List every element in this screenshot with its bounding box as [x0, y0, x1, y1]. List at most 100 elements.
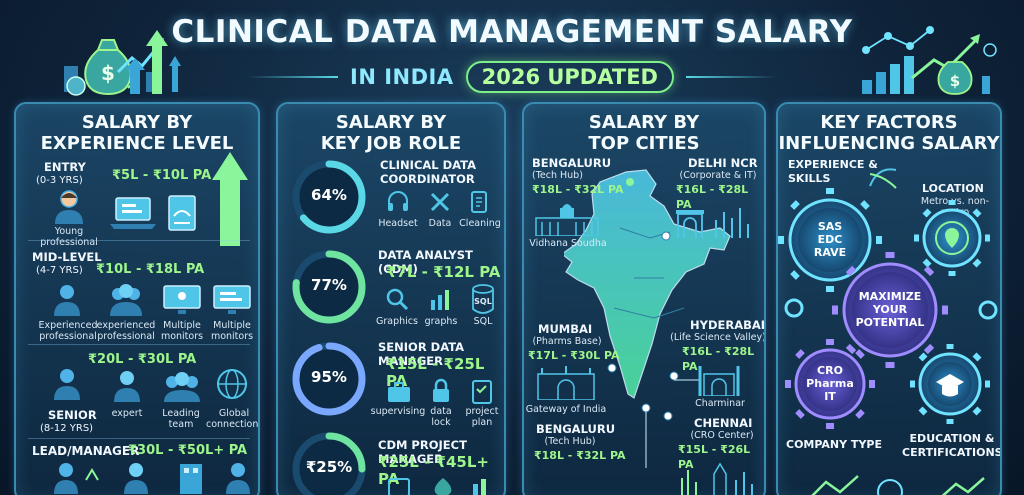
senior-years: (8-12 YRS): [40, 423, 94, 434]
role-icon-caption: supervising: [370, 406, 426, 417]
gateway-of-india-icon: [537, 366, 595, 400]
svg-text:$: $: [101, 61, 115, 85]
expert-icon: [114, 371, 140, 402]
role-progress-ring: [292, 432, 366, 495]
vidhana-soudha-icon: [535, 204, 599, 236]
role-percent: 64%: [311, 186, 347, 204]
role-icon-caption: graphs: [424, 316, 458, 327]
charminar-icon: [698, 366, 740, 396]
city-tag-mumbai: (Pharms Base): [532, 336, 602, 347]
panel-experience: SALARY BY EXPERIENCE LEVEL ENTRY (0-3 YR…: [14, 102, 260, 495]
role-salary: ₹15L - ₹25L PA: [386, 355, 485, 390]
city-name-bengaluru-2: BENGALURU: [536, 422, 616, 436]
city-name-chennai: CHENNAI: [694, 416, 753, 430]
role-name: CDM PROJECT MANAGER: [378, 438, 467, 466]
mid-label: MID-LEVEL: [32, 250, 102, 264]
city-tag-delhi: (Corporate & IT): [679, 170, 757, 181]
panel-cities: SALARY BY TOP CITIES BENGALURU (Tech Hub…: [522, 102, 766, 495]
header: $ CLINICAL DATA MANAGEMENT SALARY IN IND…: [0, 0, 1024, 100]
clipboard-icon: [472, 380, 492, 404]
monitor-icon: [163, 285, 201, 314]
role-icon-caption: Graphics: [376, 316, 418, 327]
network-chart-icon: $: [862, 26, 997, 95]
city-tag-hyderabad: (Life Science Valley): [670, 332, 766, 343]
globe-icon: [217, 369, 247, 399]
role-name: DATA ANALYST (CDM): [378, 248, 473, 276]
svg-text:$: $: [950, 72, 960, 90]
subtitle-location: IN INDIA: [350, 65, 454, 89]
cleaning-icon: [471, 191, 487, 213]
india-map: [564, 169, 731, 468]
factor-experience: EXPERIENCE & SKILLS: [788, 158, 878, 185]
bar-chart-icon: [431, 290, 449, 310]
entry-years: (0-3 YRS): [36, 175, 83, 186]
center-gear-text: MAXIMIZE YOUR POTENTIAL: [855, 290, 925, 329]
divider: [685, 76, 776, 78]
entry-salary: ₹5L - ₹10L PA: [112, 168, 212, 183]
city-name-hyderabad: HYDERABAD: [690, 318, 766, 332]
senior-salary: ₹20L - ₹30L PA: [88, 352, 197, 367]
entry-label: ENTRY: [44, 160, 86, 174]
gear-icon: [778, 188, 998, 495]
senior-caption-1: expert: [111, 408, 143, 419]
sql-text: SQL: [474, 297, 492, 306]
role-icon-caption: Cleaning: [459, 218, 501, 229]
database-icon: [472, 284, 494, 314]
senior-caption-3: Global connections: [206, 408, 260, 430]
team-icon: [110, 284, 142, 316]
young-professional-icon: [55, 190, 83, 224]
city-name-mumbai: MUMBAI: [538, 322, 593, 336]
factor-location: LOCATION: [922, 182, 984, 195]
panel-title: SALARY BY EXPERIENCE LEVEL: [40, 112, 234, 154]
city-salary-hyderabad: ₹16L - ₹28L PA: [682, 345, 755, 373]
city-name-delhi: DELHI NCR: [688, 156, 758, 170]
dna-icon: [869, 168, 897, 189]
subtitle-row: IN INDIA 2026 UPDATED: [200, 60, 824, 94]
chennai-skyline-icon: [681, 462, 753, 495]
mid-caption-2: experienced professional: [96, 320, 156, 342]
senior-caption-2: Leading team: [162, 408, 200, 430]
calendar-icon: [388, 478, 410, 495]
senior-label: SENIOR: [48, 408, 97, 422]
panel-title: SALARY BY TOP CITIES: [588, 112, 700, 154]
updated-badge: 2026 UPDATED: [465, 61, 674, 93]
divider: [28, 438, 250, 439]
factor-company-type: COMPANY TYPE: [786, 438, 882, 451]
lead-salary: ₹30L - ₹50L+ PA: [128, 443, 248, 458]
factor-education: EDUCATION & CERTIFICATIONS: [902, 432, 1002, 459]
briefcase-icon: [388, 382, 410, 402]
page-title: CLINICAL DATA MANAGEMENT SALARY: [171, 14, 853, 50]
role-salary: ₹7L - ₹12L PA: [386, 263, 501, 281]
lead-label: LEAD/MANAGER: [32, 444, 140, 458]
city-salary-mumbai: ₹17L - ₹30L PA: [528, 349, 620, 362]
role-icon-caption: project plan: [465, 406, 499, 428]
role-icon-caption: Data: [428, 218, 452, 229]
mid-caption-3: Multiple monitors: [160, 320, 204, 342]
role-percent: 95%: [311, 368, 347, 386]
mid-years: (4-7 YRS): [36, 265, 83, 276]
india-gate-icon: [676, 208, 749, 238]
divider: [28, 344, 250, 345]
mid-caption-4: Multiple monitors: [210, 320, 254, 342]
divider: [28, 240, 250, 241]
mid-salary: ₹10L - ₹18L PA: [96, 262, 205, 277]
city-salary-bengaluru: ₹18L - ₹32L PA: [532, 183, 624, 196]
lock-icon: [433, 378, 449, 402]
role-icon-caption: data lock: [430, 406, 452, 428]
panel-factors: KEY FACTORS INFLUENCING SALARY EXPERIENC…: [776, 102, 1002, 495]
entry-caption: Young professional: [40, 226, 98, 248]
landmark-gateway-of-india: Gateway of India: [525, 404, 607, 415]
role-percent: ₹25%: [305, 458, 353, 476]
company-gear-text: CRO Pharma IT: [806, 364, 854, 403]
panel-title: SALARY BY KEY JOB ROLE: [320, 112, 462, 154]
city-name-bengaluru: BENGALURU: [532, 156, 612, 170]
senior-icon: [54, 369, 80, 400]
landmark-charminar: Charminar: [695, 398, 745, 409]
city-salary-bengaluru-2: ₹18L - ₹32L PA: [534, 449, 626, 462]
role-progress-ring: [292, 342, 366, 416]
city-tag-bengaluru: (Tech Hub): [532, 170, 583, 181]
monitor-icon: [213, 285, 251, 314]
role-progress-ring: [292, 160, 366, 234]
role-name: SENIOR DATA MANAGER: [378, 340, 465, 368]
headset-icon: [388, 191, 408, 211]
